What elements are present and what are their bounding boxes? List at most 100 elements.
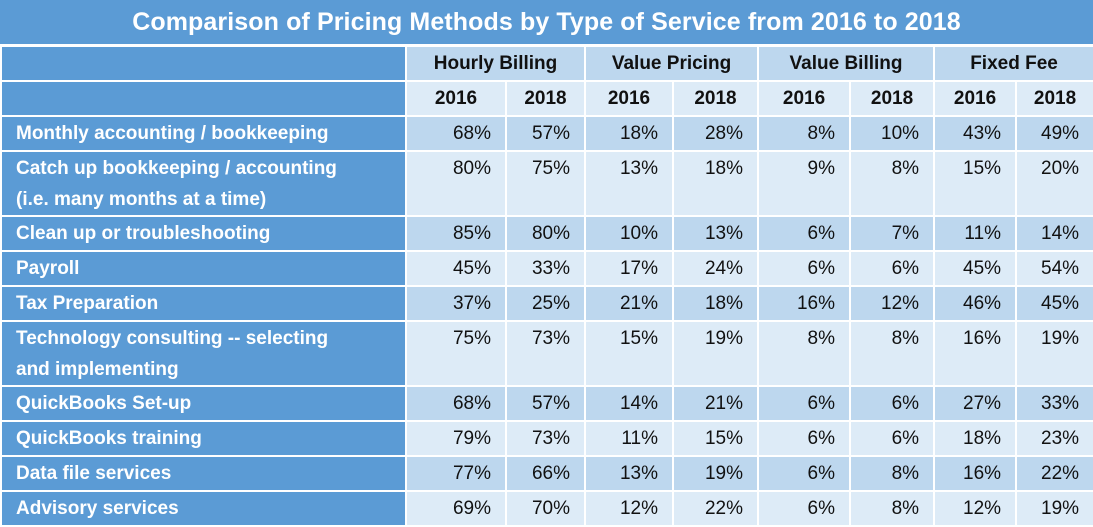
table-row: Technology consulting -- selecting and im…: [0, 320, 1093, 387]
header-blank-cell: [0, 45, 407, 82]
value-cell: 33%: [505, 250, 586, 287]
service-label: Tax Preparation: [0, 285, 407, 322]
value-cell: 85%: [405, 215, 507, 252]
header-blank-cell: [0, 80, 407, 117]
value-cell: 68%: [405, 385, 507, 422]
table-row: Monthly accounting / bookkeeping 68% 57% 18…: [0, 115, 1093, 152]
year-header: 2016: [933, 80, 1018, 117]
table-row: QuickBooks training 79% 73% 11% 15% 6% 6% 18% 23…: [0, 420, 1093, 457]
value-cell: 75%: [505, 150, 586, 217]
table-title: Comparison of Pricing Methods by Type of…: [0, 0, 1093, 44]
value-cell: 45%: [405, 250, 507, 287]
service-label: Clean up or troubleshooting: [0, 215, 407, 252]
value-cell: 19%: [1015, 490, 1093, 527]
value-cell: 18%: [584, 115, 674, 152]
service-label-line: Catch up bookkeeping / accounting: [16, 158, 337, 179]
value-cell: 16%: [933, 320, 1018, 387]
value-cell: 54%: [1015, 250, 1093, 287]
value-cell: 24%: [671, 250, 760, 287]
value-cell: 13%: [584, 150, 674, 217]
service-label-line: (i.e. many months at a time): [16, 189, 267, 210]
value-cell: 73%: [505, 420, 586, 457]
value-cell: 77%: [405, 455, 507, 492]
value-cell: 6%: [849, 250, 936, 287]
value-cell: 15%: [933, 150, 1018, 217]
value-cell: 13%: [584, 455, 674, 492]
group-header-value-billing: Value Billing: [757, 45, 936, 82]
value-cell: 23%: [1015, 420, 1093, 457]
table-row: Payroll 45% 33% 17% 24% 6% 6% 45% 54%: [0, 250, 1093, 287]
value-cell: 57%: [505, 115, 586, 152]
value-cell: 6%: [757, 490, 852, 527]
value-cell: 46%: [933, 285, 1018, 322]
value-cell: 79%: [405, 420, 507, 457]
value-cell: 37%: [405, 285, 507, 322]
value-cell: 70%: [505, 490, 586, 527]
value-cell: 49%: [1015, 115, 1093, 152]
value-cell: 28%: [671, 115, 760, 152]
pricing-table: Hourly Billing Value Pricing Value Billi…: [0, 45, 1093, 527]
value-cell: 15%: [671, 420, 760, 457]
value-cell: 69%: [405, 490, 507, 527]
year-header: 2018: [505, 80, 586, 117]
value-cell: 12%: [933, 490, 1018, 527]
value-cell: 10%: [584, 215, 674, 252]
value-cell: 12%: [849, 285, 936, 322]
value-cell: 12%: [584, 490, 674, 527]
group-header-row: Hourly Billing Value Pricing Value Billi…: [0, 45, 1093, 82]
value-cell: 10%: [849, 115, 936, 152]
value-cell: 14%: [1015, 215, 1093, 252]
value-cell: 11%: [584, 420, 674, 457]
table-row: Advisory services 69% 70% 12% 22% 6% 8% 12% 19%: [0, 490, 1093, 527]
value-cell: 7%: [849, 215, 936, 252]
value-cell: 15%: [584, 320, 674, 387]
value-cell: 19%: [671, 320, 760, 387]
year-header: 2016: [405, 80, 507, 117]
value-cell: 57%: [505, 385, 586, 422]
value-cell: 18%: [671, 285, 760, 322]
table-row: Tax Preparation 37% 25% 21% 18% 16% 12% 46% 45%: [0, 285, 1093, 322]
value-cell: 8%: [757, 115, 852, 152]
value-cell: 8%: [849, 455, 936, 492]
service-label: Catch up bookkeeping / accounting (i.e. m…: [0, 150, 407, 217]
table-row: Catch up bookkeeping / accounting (i.e. m…: [0, 150, 1093, 217]
group-header-value-pricing: Value Pricing: [583, 45, 760, 82]
value-cell: 73%: [505, 320, 586, 387]
service-label: Monthly accounting / bookkeeping: [0, 115, 407, 152]
year-header: 2018: [849, 80, 936, 117]
value-cell: 45%: [1015, 285, 1093, 322]
value-cell: 16%: [933, 455, 1018, 492]
value-cell: 18%: [933, 420, 1018, 457]
value-cell: 25%: [505, 285, 586, 322]
value-cell: 16%: [757, 285, 852, 322]
value-cell: 8%: [849, 150, 936, 217]
value-cell: 75%: [405, 320, 507, 387]
year-header: 2016: [757, 80, 852, 117]
group-header-hourly-billing: Hourly Billing: [405, 45, 586, 82]
value-cell: 6%: [757, 215, 852, 252]
value-cell: 9%: [757, 150, 852, 217]
value-cell: 6%: [849, 385, 936, 422]
value-cell: 80%: [405, 150, 507, 217]
value-cell: 80%: [505, 215, 586, 252]
value-cell: 18%: [671, 150, 760, 217]
value-cell: 19%: [1015, 320, 1093, 387]
service-label: Advisory services: [0, 490, 407, 527]
service-label-line: Technology consulting -- selecting: [16, 328, 329, 349]
service-label: Technology consulting -- selecting and im…: [0, 320, 407, 387]
value-cell: 8%: [849, 320, 936, 387]
year-header: 2016: [584, 80, 674, 117]
value-cell: 8%: [849, 490, 936, 527]
value-cell: 68%: [405, 115, 507, 152]
year-header-row: 2016 2018 2016 2018 2016 2018 2016 2018: [0, 80, 1093, 117]
value-cell: 6%: [849, 420, 936, 457]
value-cell: 21%: [671, 385, 760, 422]
service-label: QuickBooks Set-up: [0, 385, 407, 422]
value-cell: 21%: [584, 285, 674, 322]
service-label: Payroll: [0, 250, 407, 287]
table-row: Data file services 77% 66% 13% 19% 6% 8% 16% 22%: [0, 455, 1093, 492]
table-row: QuickBooks Set-up 68% 57% 14% 21% 6% 6% 27% 33%: [0, 385, 1093, 422]
value-cell: 11%: [933, 215, 1018, 252]
group-header-fixed-fee: Fixed Fee: [933, 45, 1093, 82]
value-cell: 17%: [584, 250, 674, 287]
